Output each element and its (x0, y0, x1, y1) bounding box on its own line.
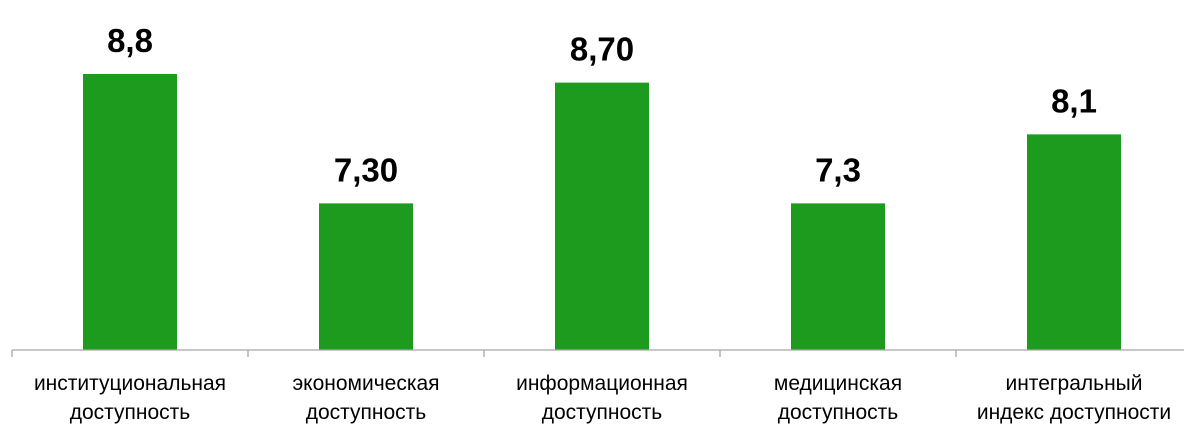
x-tick-label: институциональная (34, 372, 226, 395)
bar (83, 74, 177, 350)
x-tick-label: медицинская (774, 372, 902, 395)
bar (319, 203, 413, 350)
bar (555, 82, 649, 350)
bar (791, 203, 885, 350)
x-tick-label: индекс доступности (977, 401, 1171, 424)
x-tick-label: доступность (542, 401, 663, 424)
data-label: 8,1 (1051, 82, 1097, 119)
x-tick-label: экономическая (292, 372, 439, 395)
x-tick-label: доступность (306, 401, 427, 424)
data-label: 8,70 (570, 31, 634, 68)
x-tick-label: доступность (778, 401, 899, 424)
data-label: 7,30 (334, 151, 398, 188)
x-tick-label: доступность (70, 401, 191, 424)
data-label: 7,3 (815, 151, 861, 188)
category-labels-layer: институциональная доступность экономическа… (34, 372, 1171, 424)
bar (1027, 134, 1121, 350)
x-tick-label: интегральный (1005, 372, 1142, 395)
bars-layer (83, 74, 1121, 350)
value-labels-layer: 8,8 7,30 8,70 7,3 8,1 (107, 22, 1097, 188)
data-label: 8,8 (107, 22, 153, 59)
x-tick-label: информационная (516, 372, 688, 395)
x-axis (11, 349, 1184, 357)
